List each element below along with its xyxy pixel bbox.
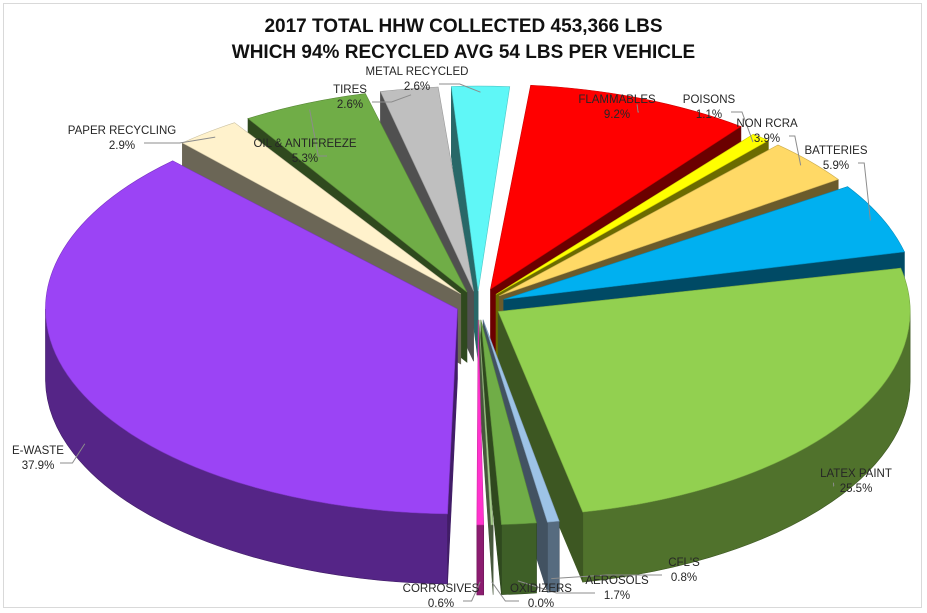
leader-line-batteries [858,162,871,221]
label-value-non-rcra: 3.9% [754,133,780,145]
label-name-flammables: FLAMMABLES [578,94,656,106]
label-name-tires: TIRES [333,84,367,96]
label-name-cfls: CFL'S [668,557,700,569]
leader-line-paper-recycling [144,136,216,144]
slice-batteries [503,186,905,300]
label-value-paper-recycling: 2.9% [109,140,135,152]
leader-line-corrosives [463,581,481,602]
leader-line-non-rcra [789,135,802,166]
label-name-paper-recycling: PAPER RECYCLING [68,125,176,137]
label-value-oxidizers: 0.0% [528,598,554,610]
leader-lines [60,83,871,602]
leader-line-aerosols [517,580,595,594]
label-name-metal-recycled: METAL RECYCLED [366,66,469,78]
leader-line-tires [372,94,412,103]
leader-line-oil-and-antifreeze [309,109,327,157]
label-value-poisons: 1.1% [696,109,722,121]
label-value-oil-and-antifreeze: 5.3% [292,153,318,165]
leader-line-oxidizers [491,581,519,602]
slice-oxidizers [478,319,494,526]
label-name-oil-and-antifreeze: OIL & ANTIFREEZE [253,138,356,150]
slice-corrosives [476,319,485,526]
leader-line-cfls [551,574,662,580]
leader-line-metal-recycled [439,83,481,93]
chart-title-line-2: WHICH 94% RECYCLED AVG 54 LBS PER VEHICL… [231,42,696,63]
slice-latex-paint [497,267,911,513]
label-name-latex-paint: LATEX PAINT [820,468,892,480]
slice-oil-and-antifreeze [247,93,468,293]
slice-flammables [490,84,742,290]
slice-tires [379,86,474,292]
label-name-non-rcra: NON RCRA [736,118,798,130]
label-name-oxidizers: OXIDIZERS [510,583,572,595]
slice-e-waste [45,160,458,515]
label-value-flammables: 9.2% [604,109,630,121]
label-name-aerosols: AEROSOLS [585,575,649,587]
leader-line-poisons [731,111,754,143]
chart-title: 2017 TOTAL HHW COLLECTED 453,366 LBS WHI… [0,14,927,66]
slice-poisons [495,133,770,295]
leader-line-latex-paint [832,482,835,487]
label-value-batteries: 5.9% [823,160,849,172]
slice-metal-recycled [450,85,511,292]
pie-tops [45,84,911,526]
label-name-batteries: BATTERIES [804,145,867,157]
leader-line-e-waste [60,443,86,464]
slice-non-rcra [498,144,839,297]
label-name-e-waste: E-WASTE [12,445,64,457]
label-value-cfls: 0.8% [671,572,697,584]
slice-cfls [482,319,560,523]
label-name-corrosives: CORROSIVES [403,583,480,595]
label-value-latex-paint: 25.5% [840,483,873,495]
label-value-tires: 2.6% [337,99,363,111]
leader-line-flammables [636,104,639,113]
chart-title-line-1: 2017 TOTAL HHW COLLECTED 453,366 LBS [264,16,663,37]
label-name-poisons: POISONS [683,94,736,106]
data-labels: FLAMMABLES 9.2% POISONS 1.1% NON RCRA 3.9% BAT… [12,66,892,610]
slice-aerosols [480,319,537,525]
label-value-corrosives: 0.6% [428,598,454,610]
label-value-metal-recycled: 2.6% [404,81,430,93]
label-value-aerosols: 1.7% [604,590,630,602]
label-value-e-waste: 37.9% [22,460,55,472]
